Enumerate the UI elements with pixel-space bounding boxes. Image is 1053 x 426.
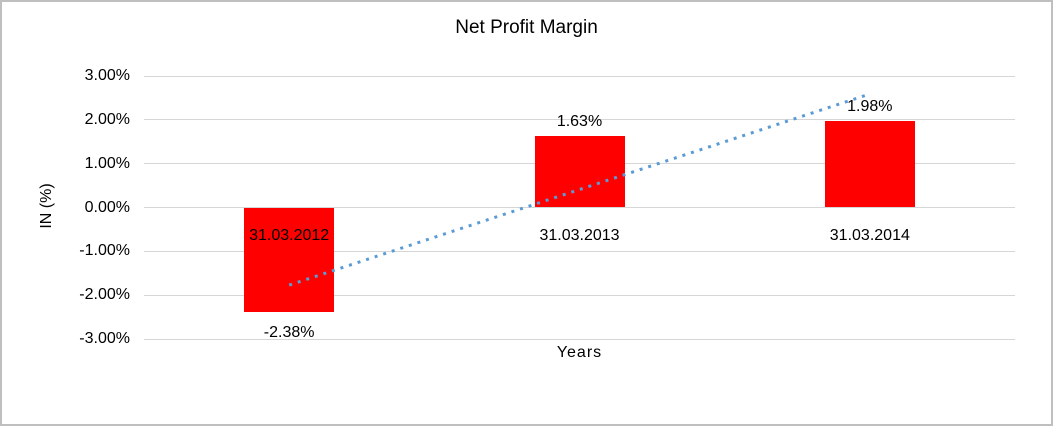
y-axis-title: IN (%) — [38, 183, 55, 229]
gridline — [144, 75, 1015, 77]
y-tick-label: -1.00% — [79, 242, 130, 260]
y-tick-label: -3.00% — [79, 330, 130, 347]
y-tick-label: 3.00% — [84, 67, 130, 84]
chart-title: Net Profit Margin — [455, 17, 598, 38]
y-tick-label: 1.00% — [84, 154, 130, 172]
trendline-svg — [288, 92, 871, 287]
bar-data-label: -2.38% — [263, 323, 315, 341]
category-label: 31.03.2014 — [829, 226, 910, 244]
bar — [534, 136, 625, 208]
bar-data-label: 1.63% — [556, 113, 603, 131]
x-axis-title: Years — [556, 344, 603, 361]
category-label: 31.03.2012 — [249, 226, 330, 244]
bar — [244, 207, 335, 312]
y-tick-label: 0.00% — [84, 198, 130, 216]
category-label: 31.03.2013 — [539, 226, 620, 244]
gridline — [144, 294, 1015, 296]
trendline — [288, 92, 871, 287]
gridline — [144, 250, 1015, 252]
y-tick-label: -2.00% — [79, 286, 130, 304]
plot-area: 31.03.2012 -2.38% 31.03.2013 1.63% 31.03.201… — [144, 75, 1015, 341]
gridline — [144, 207, 1015, 208]
bar-data-label: 1.98% — [847, 97, 893, 115]
bar — [824, 120, 915, 208]
gridline — [144, 338, 1015, 340]
gridline — [144, 119, 1015, 121]
y-tick-label: 2.00% — [84, 110, 130, 128]
